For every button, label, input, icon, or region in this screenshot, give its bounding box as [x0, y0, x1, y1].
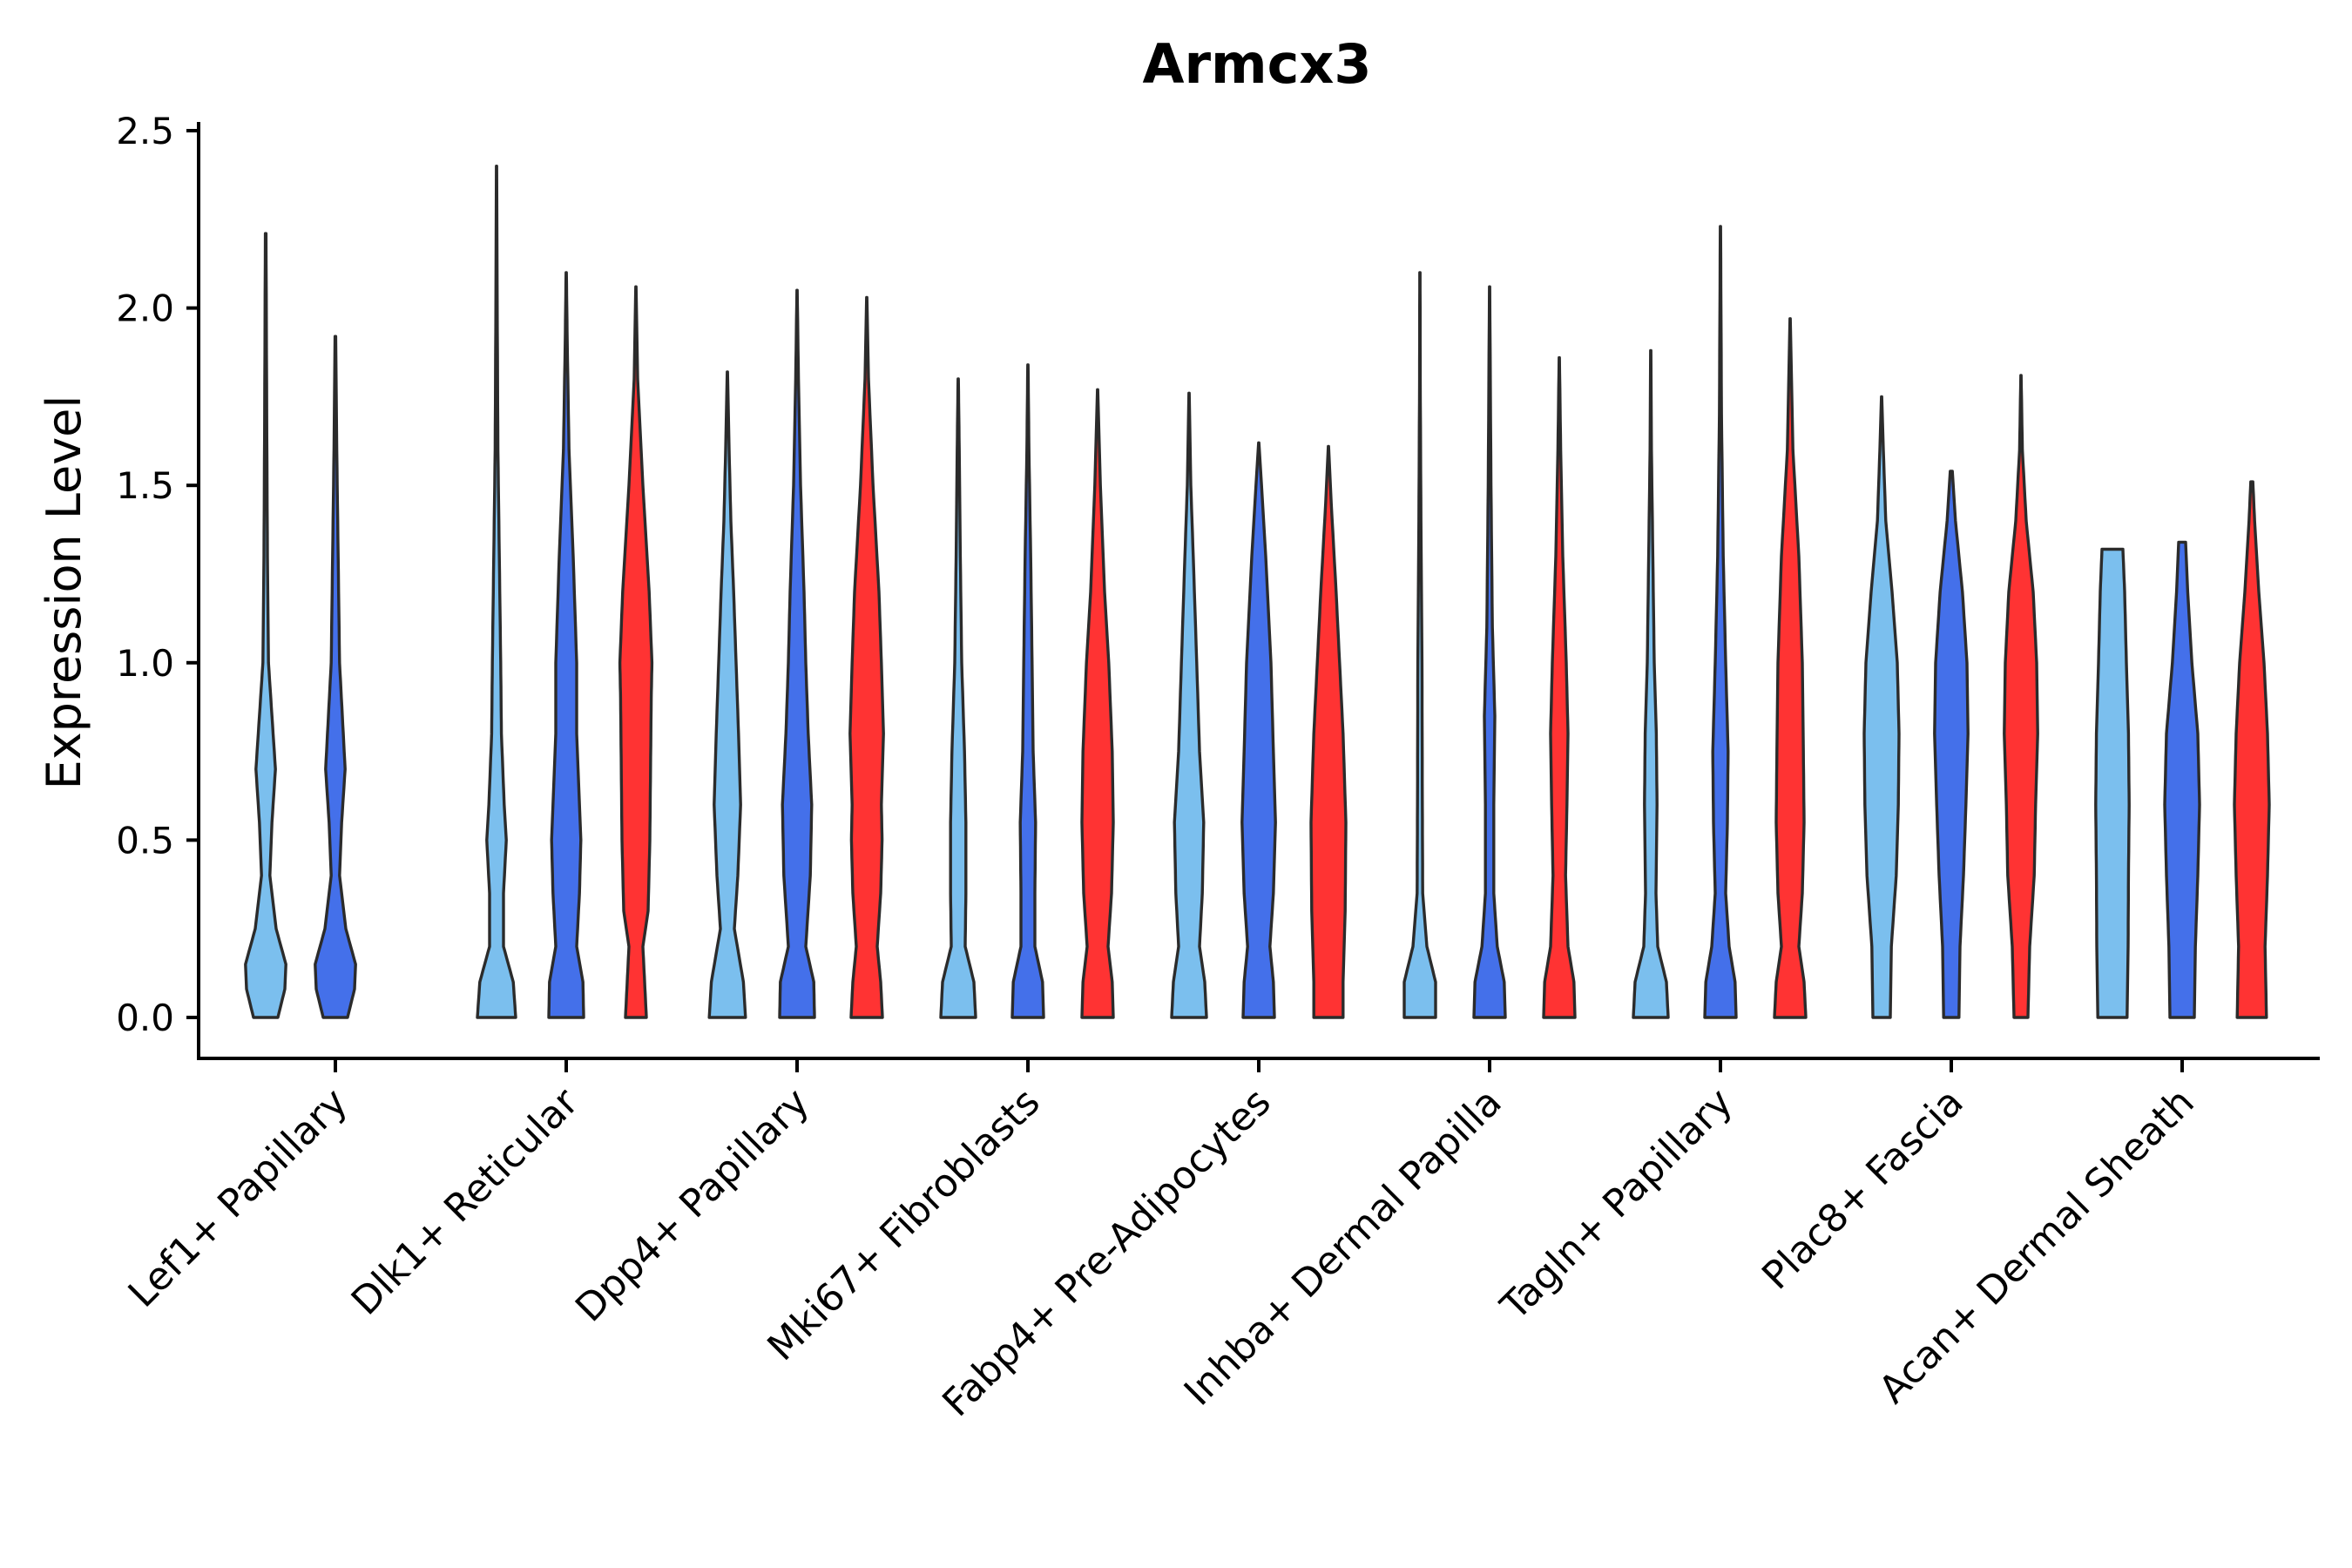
violin-shape — [2233, 480, 2271, 1019]
y-tick-label: 0.5 — [116, 819, 174, 862]
violin-shape — [1542, 355, 1577, 1019]
y-tick-label: 2.0 — [116, 287, 174, 330]
violin-shape — [1632, 348, 1670, 1019]
violin-layer — [244, 165, 2271, 1019]
chart-title: Armcx3 — [1142, 32, 1371, 96]
violin-shape — [1472, 285, 1507, 1019]
violin-shape — [1309, 444, 1348, 1019]
violin-shape — [547, 271, 585, 1019]
y-tick-label: 1.0 — [116, 642, 174, 685]
violin-shape — [1933, 470, 1970, 1019]
x-category-label: Dpp4+ Papillary — [567, 1080, 818, 1331]
violin-shape — [2003, 374, 2039, 1019]
y-axis-label: Expression Level — [37, 395, 91, 790]
x-category-label: Tagln+ Papillary — [1492, 1080, 1741, 1329]
y-tick-label: 1.5 — [116, 464, 174, 507]
violin-shape — [1402, 271, 1437, 1019]
violin-shape — [244, 232, 287, 1019]
violin-shape — [2163, 540, 2201, 1019]
violin-shape — [1703, 225, 1738, 1019]
y-tick-label: 2.5 — [116, 110, 174, 152]
violin-shape — [476, 165, 517, 1019]
x-category-label: Dlk1+ Reticular — [343, 1079, 588, 1324]
violin-shape — [1240, 441, 1277, 1019]
violin-shape — [939, 377, 977, 1019]
violin-shape — [848, 295, 885, 1019]
violin-shape — [1080, 388, 1115, 1019]
violin-shape — [1862, 395, 1901, 1019]
x-category-label: Lef1+ Papillary — [120, 1080, 356, 1316]
violin-shape — [707, 370, 747, 1019]
y-tick-label: 0.0 — [116, 997, 174, 1039]
x-category-label: Plac8+ Fascia — [1754, 1080, 1972, 1299]
violin-shape — [2094, 547, 2131, 1019]
violin-shape — [1010, 363, 1045, 1019]
y-ticks: 0.0 0.5 1.0 1.5 2.0 2.5 — [116, 110, 199, 1039]
violin-shape — [778, 288, 816, 1019]
violin-shape — [1170, 391, 1208, 1019]
violin-shape — [314, 335, 357, 1019]
violin-shape — [1773, 317, 1808, 1019]
violin-shape — [618, 285, 654, 1019]
